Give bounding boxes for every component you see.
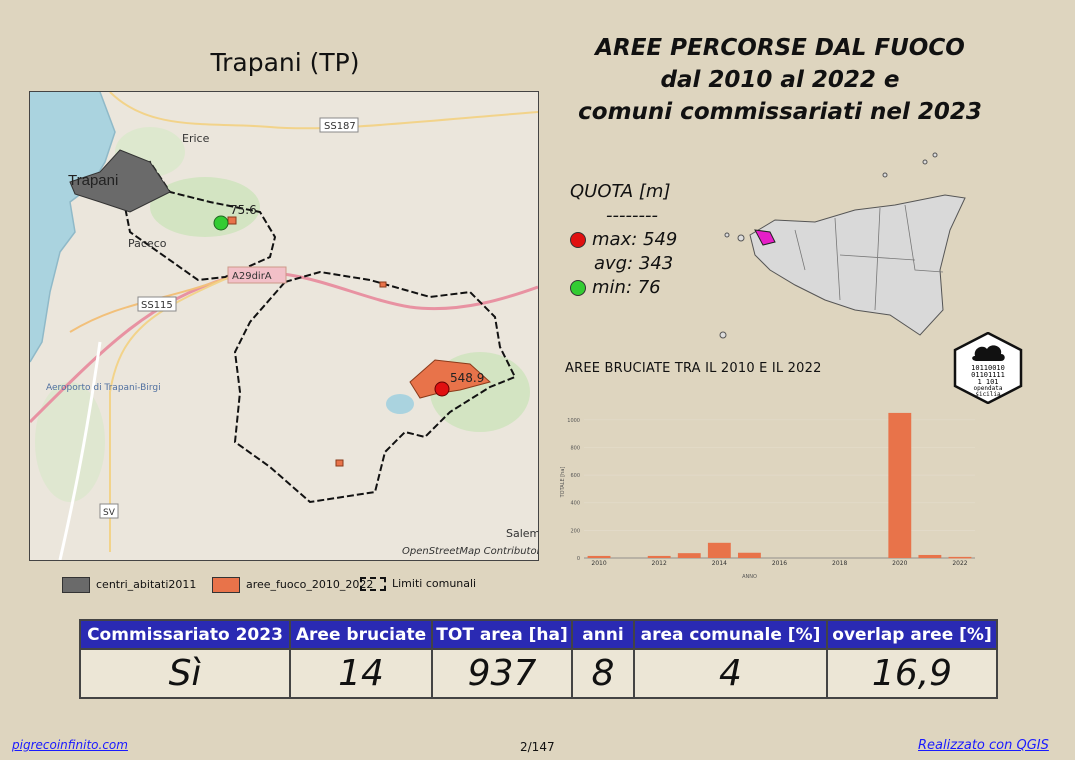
legend-item-boundary: Limiti comunali [360, 577, 476, 591]
y-tick-label: 400 [570, 501, 580, 507]
header-overlap: overlap aree [%] [826, 619, 998, 650]
min-dot-icon [570, 280, 586, 296]
quota-max: max: 549 [592, 229, 678, 250]
quota-max-row: max: 549 [570, 228, 710, 252]
main-title-line3: comuni commissariati nel 2023 [578, 99, 982, 125]
legend-item-burned: aree_fuoco_2010_2022 [212, 577, 373, 593]
urban-swatch-icon [62, 577, 90, 593]
label-road-a29: A29dirA [232, 271, 272, 282]
road-a29 [30, 271, 538, 424]
header-area-comunale: area comunale [%] [633, 619, 828, 650]
x-tick-label: 2020 [892, 560, 907, 567]
bar-2013 [677, 553, 701, 558]
opendata-sicilia-logo: 10110010 01101111 1 101 opendata sicilia [953, 332, 1023, 404]
quota-avg: avg: 343 [594, 253, 674, 274]
municipal-boundary [233, 270, 517, 504]
burned-swatch-icon [212, 577, 240, 593]
map-title: Trapani (TP) [210, 48, 360, 77]
label-paceco: Paceco [128, 237, 167, 250]
x-tick-label: 2012 [652, 560, 667, 567]
bar-chart: 0 200 400 600 800 1000 2010 2012 2014 2016 2018 202… [560, 398, 980, 588]
label-point-min: 75.6 [230, 203, 257, 217]
svg-text:opendata: opendata [974, 385, 1003, 392]
value-aree-bruciate: 14 [289, 648, 433, 699]
boundary-swatch-icon [360, 577, 386, 591]
burned-area [409, 359, 492, 399]
max-elevation-point [434, 381, 450, 397]
label-salem: Salem [506, 527, 538, 540]
label-airport: Aeroporto di Trapani-Birgi [46, 383, 161, 393]
quota-title: QUOTA [m] [570, 181, 671, 202]
burned-area [335, 459, 344, 467]
green-area [35, 382, 105, 502]
burned-area [379, 281, 387, 288]
bar-2015 [737, 552, 761, 558]
footer-site-link[interactable]: pigrecoinfinito.com [12, 738, 128, 752]
bar-2014 [707, 542, 731, 558]
y-tick-label: 600 [570, 473, 580, 479]
map-canvas: Trapani Erice Paceco 75.6 548.9 SS187 SS… [30, 92, 538, 560]
elevation-panel: QUOTA [m] -------- max: 549 avg: 343 min… [570, 180, 710, 300]
x-tick-label: 2022 [952, 560, 967, 567]
svg-text:10110010: 10110010 [971, 364, 1005, 372]
header-commissariato: Commissariato 2023 [79, 619, 291, 650]
svg-text:sicilia: sicilia [975, 391, 1001, 398]
road-ss187 [109, 92, 538, 130]
main-title-line1: AREE PERCORSE DAL FUOCO [595, 35, 965, 61]
lake [386, 394, 414, 414]
burned-area [227, 216, 237, 225]
quota-min: min: 76 [592, 277, 661, 298]
label-erice: Erice [182, 132, 210, 145]
bar-2020 [888, 412, 912, 558]
main-title: AREE PERCORSE DAL FUOCO dal 2010 al 2022… [560, 32, 1000, 128]
svg-text:1 101: 1 101 [977, 378, 998, 386]
quota-separator: -------- [606, 205, 658, 226]
bar-2012 [647, 555, 671, 558]
label-road-ss187: SS187 [324, 121, 356, 132]
map-panel[interactable]: Trapani Erice Paceco 75.6 548.9 SS187 SS… [29, 91, 539, 561]
sicily-shape [749, 194, 966, 336]
label-point-max: 548.9 [450, 371, 484, 385]
header-anni: anni [571, 619, 635, 650]
x-axis-label: ANNO [742, 574, 757, 580]
label-city: Trapani [68, 172, 118, 189]
header-tot-area: TOT area [ha] [431, 619, 573, 650]
sicily-inset-map [719, 152, 966, 339]
value-commissariato: Sì [79, 648, 291, 699]
bar-2010 [587, 555, 611, 558]
label-road-ss115: SS115 [141, 300, 173, 311]
x-tick-label: 2016 [772, 560, 787, 567]
x-tick-label: 2018 [832, 560, 847, 567]
footer-qgis-link[interactable]: Realizzato con QGIS [918, 738, 1049, 753]
urban-area [69, 149, 171, 213]
page-number: 2/147 [520, 740, 555, 754]
y-tick-label: 1000 [567, 418, 580, 424]
value-tot-area: 937 [431, 648, 573, 699]
header-aree-bruciate: Aree bruciate [289, 619, 433, 650]
max-dot-icon [570, 232, 586, 248]
value-overlap: 16,9 [826, 648, 998, 699]
legend-item-urban: centri_abitati2011 [62, 577, 196, 593]
label-road-sv: SV [103, 508, 116, 518]
x-tick-label: 2014 [712, 560, 727, 567]
chart-title: AREE BRUCIATE TRA IL 2010 E IL 2022 [565, 361, 822, 376]
selected-municipality [754, 229, 776, 246]
value-area-comunale: 4 [633, 648, 828, 699]
x-tick-label: 2010 [591, 560, 606, 567]
bar-2021 [918, 554, 942, 558]
y-tick-label: 0 [577, 556, 580, 562]
quota-min-row: min: 76 [570, 276, 710, 300]
min-elevation-point [213, 215, 229, 231]
value-anni: 8 [571, 648, 635, 699]
bar-2022 [948, 556, 972, 559]
y-tick-label: 200 [570, 528, 580, 534]
stats-table: Commissariato 2023 Aree bruciate TOT are… [79, 619, 998, 699]
y-tick-label: 800 [570, 445, 580, 451]
y-axis-label: TOTALE [ha] [560, 467, 566, 499]
sea-area [30, 92, 115, 362]
map-attribution: OpenStreetMap Contributor [402, 546, 538, 557]
main-title-line2: dal 2010 al 2022 e [660, 67, 900, 93]
svg-text:01101111: 01101111 [971, 371, 1005, 379]
